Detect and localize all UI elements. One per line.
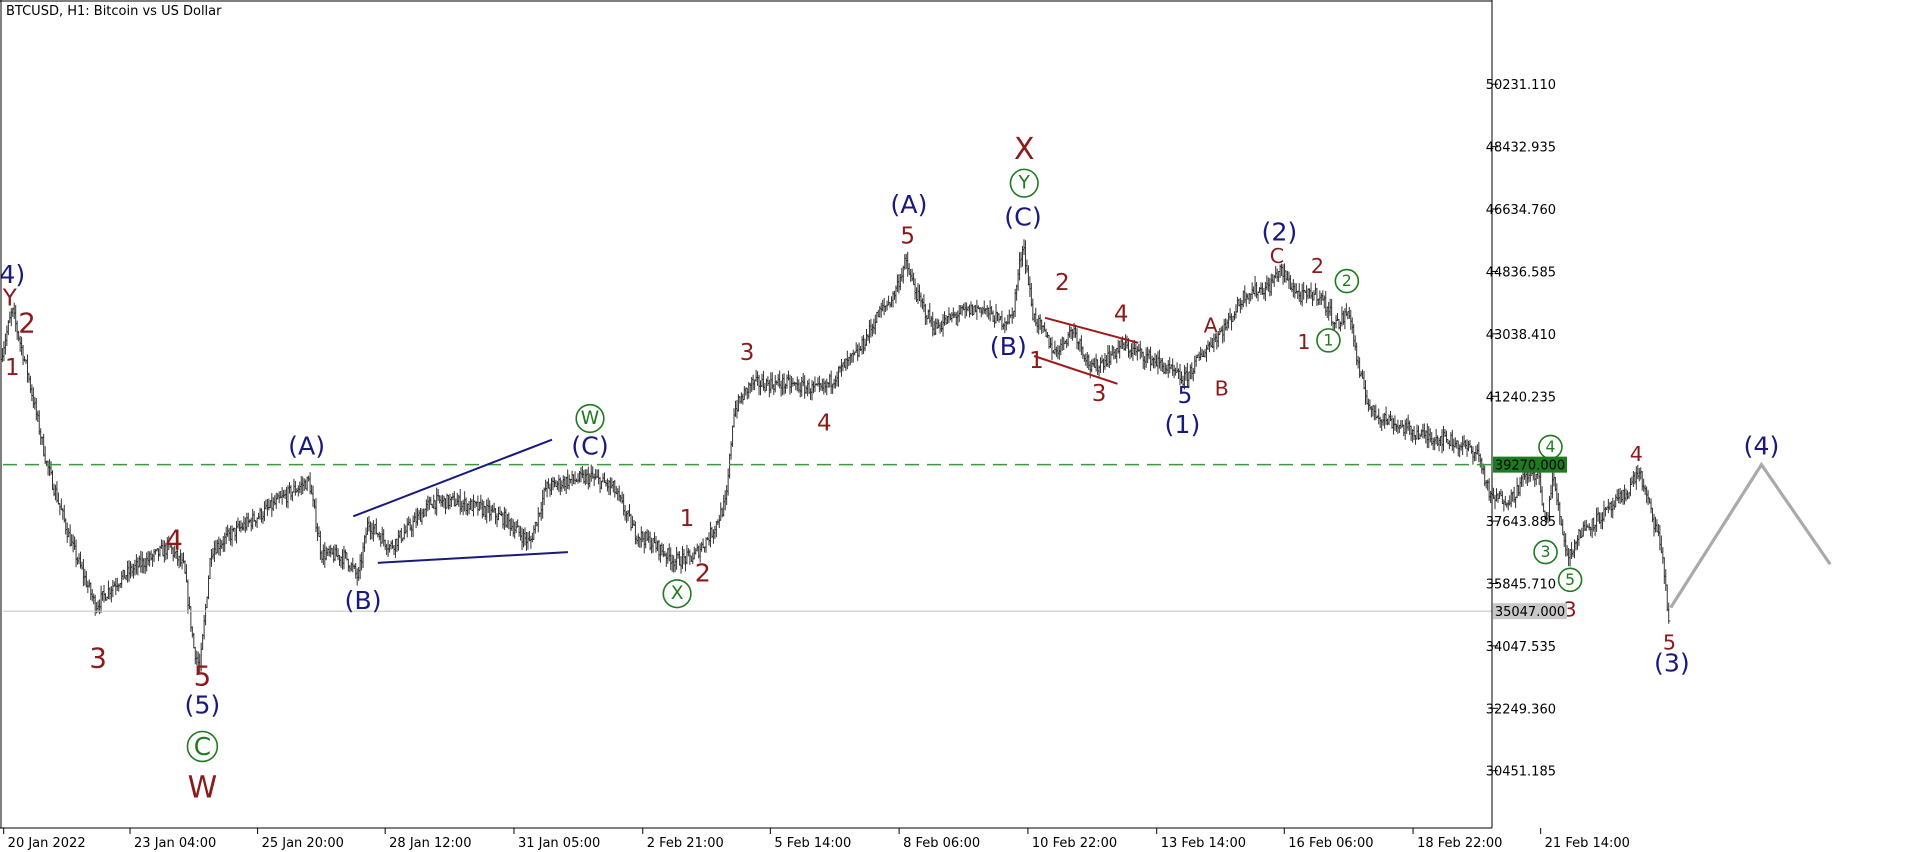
trendline	[352, 438, 553, 518]
wave-label: 3	[89, 641, 107, 674]
wave-label: 1	[1324, 331, 1334, 349]
current-price-box	[1493, 603, 1567, 620]
trendline	[377, 551, 568, 564]
y-tick-label: 30451.185	[1486, 765, 1556, 780]
wave-label: 4	[1630, 442, 1643, 466]
wave-label: (A)	[288, 432, 325, 461]
wave-label: (1)	[1165, 410, 1201, 439]
y-tick-label: 44836.585	[1486, 265, 1556, 280]
wave-label: (A)	[890, 190, 927, 219]
wave-label: 4)	[0, 260, 25, 289]
wave-label: (C)	[571, 432, 608, 461]
ohlc-bars	[0, 239, 1671, 673]
x-tick-label: 10 Feb 22:00	[1032, 836, 1117, 851]
y-tick-label: 41240.235	[1486, 390, 1556, 405]
x-tick-label: 28 Jan 12:00	[389, 836, 471, 851]
wave-label-circle	[1557, 567, 1583, 593]
wave-label: 3	[1541, 543, 1551, 561]
projection-line	[1669, 461, 1832, 609]
y-tick-label: 34047.535	[1486, 640, 1556, 655]
wave-label: 1	[5, 355, 20, 381]
y-tick-label: 50231.110	[1486, 78, 1556, 93]
x-tick-label: 21 Feb 14:00	[1545, 836, 1630, 851]
wave-label: 1	[680, 506, 695, 532]
wave-label: B	[1215, 376, 1229, 400]
y-tick-label: 35845.710	[1486, 577, 1556, 592]
wave-label: X	[1014, 132, 1034, 167]
wave-label-circle	[1316, 328, 1341, 353]
wave-label: (2)	[1261, 218, 1297, 247]
wave-label: (B)	[990, 332, 1027, 361]
wave-label: 2	[695, 558, 711, 587]
y-tick-label: 43038.410	[1486, 328, 1556, 343]
y-tick-label: 46634.760	[1486, 203, 1556, 218]
price-axis: 50231.110 48432.935 46634.760 44836.585 4303…	[1486, 78, 1567, 780]
wave-label: C	[1270, 244, 1284, 268]
wave-label: (3)	[1654, 648, 1690, 677]
wave-label: 4	[817, 411, 832, 437]
wave-label-circle	[662, 579, 692, 609]
wave-label: 2	[1055, 270, 1070, 296]
target-price-box	[1493, 456, 1567, 473]
trendline	[1033, 355, 1118, 385]
y-tick-label: 32249.360	[1486, 702, 1556, 717]
wave-label: 3	[740, 340, 755, 366]
wave-label: (B)	[345, 586, 382, 615]
overlay-lines	[3, 316, 1832, 612]
wave-label: 2	[1311, 254, 1324, 278]
x-tick-label: 20 Jan 2022	[8, 836, 86, 851]
wave-label: 4	[165, 523, 183, 556]
y-tick-label: 37643.885	[1486, 515, 1556, 530]
wave-label: 1	[1297, 330, 1310, 354]
wave-label: 5	[1178, 383, 1193, 409]
x-tick-label: 8 Feb 06:00	[903, 836, 980, 851]
price-box-label: 35047.000	[1495, 605, 1565, 620]
wave-label: (5)	[184, 690, 220, 719]
wave-label: 3	[1092, 381, 1107, 407]
x-tick-label: 23 Jan 04:00	[134, 836, 216, 851]
x-tick-label: 18 Feb 22:00	[1417, 836, 1502, 851]
wave-label: A	[1204, 313, 1218, 337]
wave-label: W	[581, 408, 599, 429]
wave-label: 5	[1663, 630, 1676, 654]
wave-label: (C)	[1004, 203, 1041, 232]
price-box-label: 39270.000	[1495, 459, 1565, 474]
y-tick-label: 48432.935	[1486, 141, 1556, 156]
wave-label: 1	[1029, 348, 1044, 374]
wave-label: 5	[900, 224, 915, 250]
wave-label-circle	[1009, 168, 1039, 198]
wave-label-circle	[1533, 539, 1558, 565]
wave-label: 2	[18, 307, 36, 340]
wave-label-circle	[186, 730, 219, 763]
wave-label: Y	[1018, 173, 1031, 194]
wave-label: C	[194, 732, 211, 761]
wave-label: 5	[1565, 571, 1575, 589]
x-tick-label: 2 Feb 21:00	[647, 836, 724, 851]
wave-label: 2	[1342, 272, 1352, 290]
wave-label: 4	[1546, 438, 1556, 456]
x-tick-label: 31 Jan 05:00	[518, 836, 600, 851]
trendline	[1044, 316, 1139, 344]
wave-label: 4	[1114, 301, 1129, 327]
time-axis: 20 Jan 2022 23 Jan 04:00 25 Jan 20:00 28 Ja…	[3, 828, 1630, 851]
wave-label-circle	[1334, 268, 1360, 294]
wave-label: (4)	[1744, 432, 1780, 461]
wave-label: X	[671, 583, 684, 604]
plot-frame	[0, 0, 1493, 829]
chart-title: BTCUSD, H1: Bitcoin vs US Dollar	[6, 4, 222, 19]
x-tick-label: 16 Feb 06:00	[1288, 836, 1373, 851]
wave-label: Y	[2, 286, 18, 312]
wave-label: W	[188, 771, 218, 806]
wave-label-circle	[575, 403, 605, 434]
x-tick-label: 25 Jan 20:00	[262, 836, 344, 851]
x-tick-label: 5 Feb 14:00	[774, 836, 851, 851]
wave-label: 5	[194, 659, 212, 692]
x-tick-label: 13 Feb 14:00	[1161, 836, 1246, 851]
ohlc-bar	[1667, 602, 1671, 624]
